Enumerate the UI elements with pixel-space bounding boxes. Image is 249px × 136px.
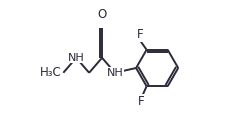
Text: NH: NH — [68, 53, 85, 63]
Text: F: F — [138, 95, 144, 108]
Text: H₃C: H₃C — [40, 66, 62, 79]
Text: O: O — [97, 8, 107, 21]
Text: NH: NH — [107, 68, 123, 78]
Text: F: F — [136, 28, 143, 41]
